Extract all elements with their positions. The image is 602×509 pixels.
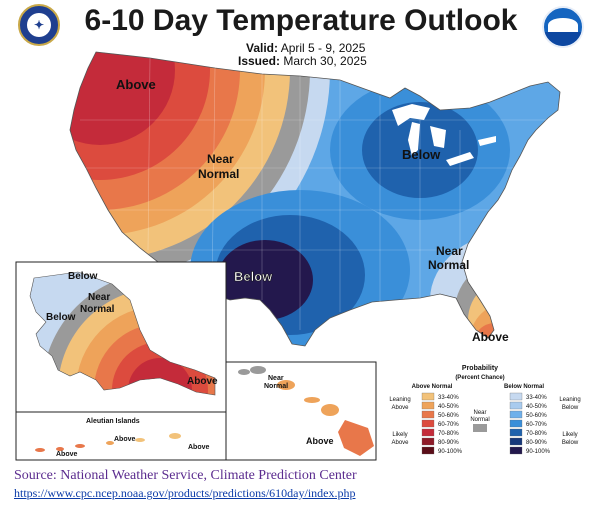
label-aleutian-above-3: Above [188,444,210,451]
legend-leaning-below-2: Below [562,405,579,411]
eagle-icon: ✦ [27,13,51,37]
legend-above-swatch-label-3: 60-70% [438,422,459,428]
legend-below-swatches: 33-40% 40-50% 50-60% 60-70% 70-80% 80-90% 90-1… [509,392,551,455]
legend-above-header: Above Normal [412,384,453,390]
hawaii-niihau [238,369,250,375]
legend-above-swatch-label-0: 33-40% [438,395,459,401]
probability-legend: Probability (Percent Chance) Above Norma… [389,365,580,455]
legend-near-normal-2: Normal [470,417,489,423]
label-aleutian-above-2: Above [114,436,136,443]
legend-above-swatch-6 [421,446,435,455]
legend-above-swatches: 33-40% 40-50% 50-60% 60-70% 70-80% 80-90% 90-1… [421,392,463,455]
legend-above-swatch-label-4: 70-80% [438,431,459,437]
label-alaska-near-normal-2: Normal [80,304,115,315]
hawaii-maui [321,404,339,416]
legend-likely-above-1: Likely [392,432,407,438]
hawaii-kauai [250,366,266,374]
legend-below-swatch-0 [509,392,523,401]
legend-below-swatch-label-1: 40-50% [526,404,547,410]
lake-superior [392,104,430,126]
label-hawaii-above: Above [306,436,334,446]
legend-below-swatch-6 [509,446,523,455]
label-below-great-lakes: Below [402,147,441,162]
legend-leaning-below-1: Leaning [559,397,580,403]
label-alaska-near-normal-1: Near [88,292,110,303]
noaa-logo-icon [542,6,584,48]
legend-above-swatch-label-2: 50-60% [438,413,459,419]
legend-above-swatch-3 [421,419,435,428]
legend-near-normal-swatch [473,424,487,432]
label-near-normal-west-2: Normal [198,167,239,181]
lake-erie [446,152,474,166]
legend-below-swatch-1 [509,401,523,410]
legend-below-swatch-label-5: 80-90% [526,440,547,446]
legend-title-2: (Percent Chance) [455,375,504,381]
legend-below-swatch-label-3: 60-70% [526,422,547,428]
label-alaska-below-north: Below [68,271,98,282]
lake-ontario [478,136,496,146]
hawaii-oahu [277,380,295,390]
conus-outline [69,51,561,347]
legend-likely-above-2: Above [391,440,409,446]
legend-leaning-above-1: Leaning [389,397,410,403]
label-above-northwest: Above [116,77,156,92]
source-link[interactable]: https://www.cpc.ncep.noaa.gov/products/p… [14,486,356,500]
label-alaska-below-west: Below [46,312,76,323]
lake-huron [430,126,446,148]
valid-label: Valid: [246,41,279,55]
legend-below-header: Below Normal [504,384,544,390]
aleutian-title: Aleutian Islands [86,418,140,425]
legend-title-1: Probability [462,365,498,372]
legend-below-swatch-5 [509,437,523,446]
legend-above-swatch-2 [421,410,435,419]
legend-below-swatch-label-4: 70-80% [526,431,547,437]
label-hawaii-near-2: Normal [264,383,288,390]
commerce-seal-icon: ✦ [18,4,60,46]
legend-above-swatch-0 [421,392,435,401]
label-hawaii-near-1: Near [268,375,284,382]
legend-above-swatch-5 [421,437,435,446]
hawaii-molokai [304,397,320,403]
label-aleutian-above-1: Above [56,451,78,458]
legend-above-swatch-4 [421,428,435,437]
legend-below-swatch-3 [509,419,523,428]
legend-above-swatch-label-5: 80-90% [438,440,459,446]
legend-below-swatch-label-6: 90-100% [526,449,551,455]
issued-date: Issued: March 30, 2025 [238,54,367,68]
hawaii-big-island [338,420,374,456]
label-below-texas: Below [234,269,273,284]
legend-leaning-above-2: Above [391,405,409,411]
legend-above-swatch-label-6: 90-100% [438,449,463,455]
state-borders [80,57,560,330]
label-near-normal-west-1: Near [207,152,234,166]
legend-above-swatch-1 [421,401,435,410]
issued-label: Issued: [238,54,281,68]
page-title: 6-10 Day Temperature Outlook [84,4,518,37]
label-alaska-above: Above [187,376,218,387]
lake-michigan [408,122,420,156]
issued-value: March 30, 2025 [283,54,367,68]
legend-likely-below-2: Below [562,440,579,446]
source-credit: Source: National Weather Service, Climat… [14,468,357,483]
legend-below-swatch-label-0: 33-40% [526,395,547,401]
legend-below-swatch-4 [509,428,523,437]
aleutian-islands-shapes [35,433,181,452]
label-near-normal-se-2: Normal [428,258,469,272]
label-above-florida: Above [472,330,509,344]
legend-below-swatch-2 [509,410,523,419]
valid-dates: Valid: April 5 - 9, 2025 [246,41,365,55]
legend-near-normal-1: Near [473,410,486,416]
label-near-normal-se-1: Near [436,244,463,258]
legend-below-swatch-label-2: 50-60% [526,413,547,419]
legend-above-swatch-label-1: 40-50% [438,404,459,410]
legend-likely-below-1: Likely [562,432,577,438]
valid-value: April 5 - 9, 2025 [280,41,366,55]
